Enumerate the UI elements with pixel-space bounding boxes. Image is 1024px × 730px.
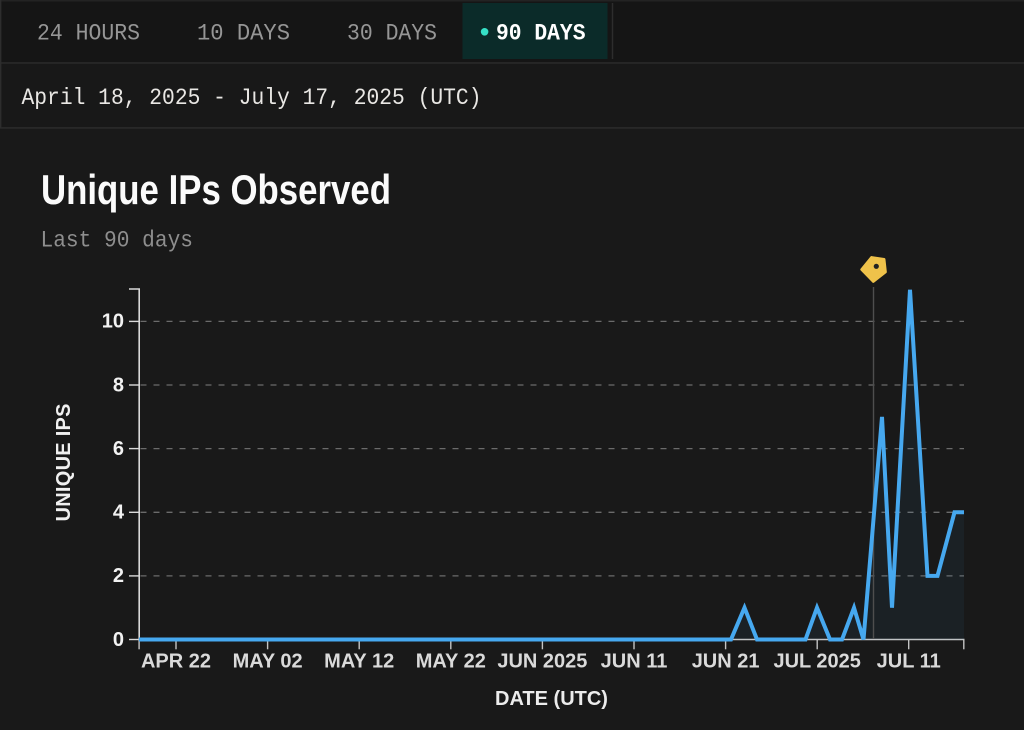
svg-text:8: 8 [113, 374, 124, 396]
svg-text:JUN 11: JUN 11 [601, 651, 668, 673]
svg-text:MAY 22: MAY 22 [416, 651, 486, 673]
svg-text:JUN 21: JUN 21 [692, 651, 760, 673]
svg-text:JUN 2025: JUN 2025 [497, 651, 587, 673]
svg-text:MAY 02: MAY 02 [233, 651, 303, 673]
svg-text:30 DAYS: 30 DAYS [347, 21, 437, 47]
svg-text:DATE (UTC): DATE (UTC) [495, 688, 608, 710]
svg-text:MAY 12: MAY 12 [324, 651, 394, 673]
svg-text:Unique IPs Observed: Unique IPs Observed [41, 166, 391, 213]
svg-text:UNIQUE IPS: UNIQUE IPS [53, 404, 75, 522]
svg-text:90 DAYS: 90 DAYS [496, 21, 586, 47]
svg-text:24 HOURS: 24 HOURS [37, 21, 140, 47]
svg-text:April 18, 2025 - July 17, 2025: April 18, 2025 - July 17, 2025 (UTC) [22, 85, 482, 111]
svg-text:APR 22: APR 22 [141, 651, 211, 673]
svg-text:10 DAYS: 10 DAYS [197, 21, 290, 47]
svg-text:10: 10 [102, 311, 124, 333]
svg-text:2: 2 [113, 565, 124, 587]
svg-text:JUL 11: JUL 11 [877, 651, 941, 673]
svg-text:6: 6 [113, 438, 124, 460]
svg-text:4: 4 [113, 502, 125, 524]
svg-text:Last 90 days: Last 90 days [41, 228, 194, 255]
svg-text:JUL 2025: JUL 2025 [773, 651, 860, 673]
svg-text:0: 0 [113, 629, 124, 651]
